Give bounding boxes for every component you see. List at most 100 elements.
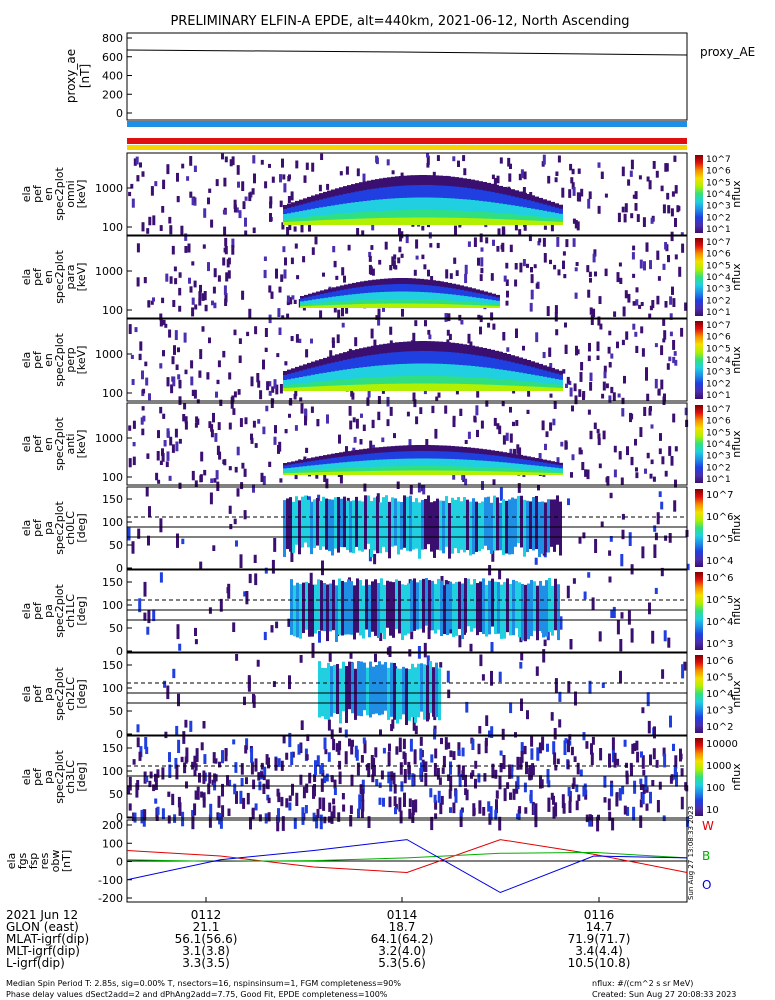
spectrogram-noise-pixel	[632, 245, 636, 251]
spectrogram-flux-cell	[363, 467, 367, 475]
spectrogram-flux-cell	[391, 470, 395, 475]
spectrogram-noise-pixel	[467, 431, 471, 439]
pitch-angle-flux-cell	[336, 664, 339, 715]
spectrogram-flux-cell	[331, 219, 335, 225]
pitch-angle-noise-pixel	[302, 786, 306, 799]
pitch-angle-noise-pixel	[568, 734, 572, 740]
spectrogram-flux-cell	[331, 380, 335, 391]
spectrogram-flux-cell	[559, 221, 563, 225]
spectrogram-noise-pixel	[389, 406, 393, 416]
pitch-angle-noise-pixel	[145, 776, 149, 783]
spectrogram-noise-pixel	[659, 433, 662, 441]
spectrogram-noise-pixel	[315, 472, 319, 479]
spectrogram-flux-cell	[527, 215, 531, 225]
pitch-angle-ylabel-line: [deg]	[75, 596, 88, 625]
spectrogram-noise-pixel	[522, 259, 526, 267]
spectrogram-noise-pixel	[265, 405, 269, 412]
colorbar	[695, 238, 703, 316]
spectrogram-noise-pixel	[180, 225, 184, 236]
pitch-angle-noise-pixel	[193, 769, 197, 776]
spectrogram-noise-pixel	[274, 425, 277, 434]
spectrogram-flux-cell	[543, 472, 547, 475]
spectrogram-noise-pixel	[541, 420, 545, 431]
colorbar-tick-label: 10^7	[706, 321, 731, 331]
pitch-angle-flux-cell	[520, 495, 523, 548]
pitch-angle-noise-pixel	[667, 637, 671, 648]
spectrogram-flux-cell	[359, 471, 363, 475]
spectrogram-noise-pixel	[160, 320, 164, 326]
colorbar-tick-label: 10^1	[706, 225, 731, 235]
spectrogram-flux-cell	[539, 470, 543, 475]
spectrogram-noise-pixel	[645, 371, 648, 381]
spectrogram-noise-pixel	[284, 429, 288, 434]
status-bars	[127, 121, 687, 150]
spectrogram-flux-cell	[443, 470, 447, 475]
spectrogram-noise-pixel	[132, 420, 136, 429]
pitch-angle-noise-pixel	[348, 738, 351, 747]
spectrogram-noise-pixel	[574, 267, 578, 272]
pitch-angle-noise-pixel	[394, 807, 397, 815]
pitch-angle-noise-pixel	[382, 797, 385, 807]
spectrogram-flux-cell	[404, 303, 408, 308]
pitch-angle-noise-pixel	[610, 610, 614, 618]
pitch-angle-flux-cell	[470, 584, 473, 632]
pitch-angle-ylabel-line: ela	[20, 520, 33, 537]
pitch-angle-flux-cell	[371, 581, 374, 632]
pitch-angle-noise-pixel	[143, 809, 147, 820]
pitch-angle-noise-pixel	[630, 766, 633, 776]
x-axis-row-value: 3.4(4.4)	[575, 944, 623, 958]
spectrogram-noise-pixel	[360, 413, 363, 418]
spectrogram-noise-pixel	[514, 279, 518, 287]
spectrogram-noise-pixel	[198, 370, 202, 378]
spectrogram-noise-pixel	[663, 330, 667, 340]
pitch-angle-noise-pixel	[479, 654, 483, 667]
spectrogram-panel: 1000100elapefenspec2plotpara[keV]10^710^…	[20, 235, 743, 326]
spectrogram-flux-cell	[472, 305, 476, 308]
pitch-angle-noise-pixel	[394, 803, 398, 810]
pitch-angle-flux-cell	[416, 582, 419, 630]
spectrogram-noise-pixel	[333, 260, 337, 268]
spectrogram-flux-cell	[360, 304, 364, 308]
spectrogram-noise-pixel	[493, 417, 497, 426]
spectrogram-noise-pixel	[169, 276, 173, 284]
spectrogram-noise-pixel	[624, 203, 628, 213]
pitch-angle-noise-pixel	[177, 693, 180, 707]
spectrogram-noise-pixel	[264, 347, 268, 352]
pitch-angle-noise-pixel	[623, 805, 627, 815]
spectrogram-noise-pixel	[148, 393, 151, 401]
pitch-angle-flux-cell	[283, 500, 286, 558]
spectrogram-noise-pixel	[168, 216, 172, 224]
spectrogram-noise-pixel	[538, 238, 542, 243]
pitch-angle-noise-pixel	[491, 547, 495, 562]
pitch-angle-noise-pixel	[478, 726, 482, 734]
pitch-angle-noise-pixel	[145, 487, 149, 497]
pitch-angle-noise-pixel	[248, 573, 252, 584]
spectrogram-noise-pixel	[252, 484, 255, 493]
spectrogram-flux-cell	[307, 472, 311, 475]
spectrogram-noise-pixel	[502, 226, 506, 234]
spectrogram-ylabel-line: [keV]	[75, 430, 88, 459]
pitch-angle-noise-pixel	[568, 791, 572, 802]
pitch-angle-flux-cell	[344, 582, 347, 635]
spectrogram-noise-pixel	[528, 234, 532, 242]
pitch-angle-noise-pixel	[341, 793, 345, 800]
spectrogram-noise-pixel	[257, 419, 261, 424]
spectrogram-noise-pixel	[148, 216, 152, 226]
fgs-tick-label: 100	[102, 837, 123, 850]
spectrogram-noise-pixel	[269, 201, 273, 209]
pitch-angle-noise-pixel	[272, 681, 276, 687]
spectrogram-noise-pixel	[362, 424, 366, 431]
pitch-angle-flux-cell	[421, 499, 424, 550]
pitch-angle-noise-pixel	[536, 747, 540, 761]
spectrogram-noise-pixel	[529, 302, 533, 312]
pitch-angle-noise-pixel	[185, 781, 188, 789]
spectrogram-noise-pixel	[590, 314, 594, 320]
spectrogram-noise-pixel	[605, 383, 609, 389]
pitch-angle-noise-pixel	[216, 812, 220, 821]
pitch-angle-ylabel-line: spec2plot	[53, 584, 66, 638]
spectrogram-noise-pixel	[648, 407, 652, 416]
spectrogram-flux-cell	[487, 384, 491, 391]
spectrogram-noise-pixel	[446, 329, 450, 336]
pitch-angle-flux-cell	[340, 498, 343, 548]
spectrogram-noise-pixel	[217, 275, 221, 282]
